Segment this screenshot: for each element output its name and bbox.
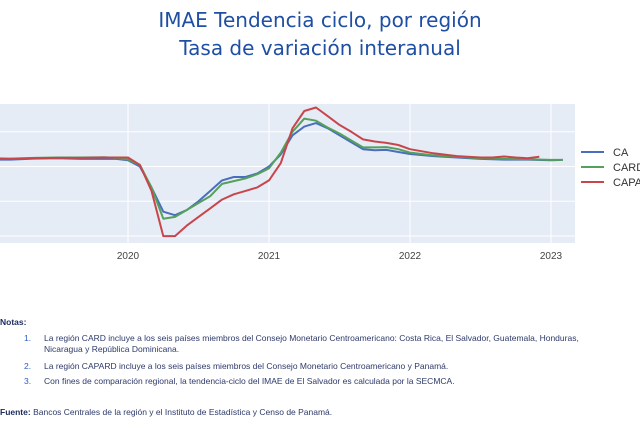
plot-background — [0, 104, 575, 243]
x-tick-label: 2020 — [117, 251, 140, 262]
note-text: La región CAPARD incluye a los seis país… — [44, 361, 449, 371]
chart-title: IMAE Tendencia ciclo, por región — [158, 8, 482, 32]
note-text: Con fines de comparación regional, la te… — [44, 376, 455, 386]
x-tick-label: 2021 — [258, 251, 281, 262]
gridlines — [0, 104, 575, 243]
source-label: Fuente: — [0, 407, 31, 417]
note-number: 3. — [24, 376, 32, 386]
series-layer — [0, 106, 563, 238]
note-text: La región CARD incluye a los seis países… — [44, 333, 579, 354]
x-axis: 2020 2021 2022 2023 — [117, 251, 563, 262]
legend-label: CA — [613, 147, 629, 159]
legend: CA CARD CAPARD — [581, 147, 640, 189]
legend-label: CAPARD — [613, 177, 640, 189]
source-text: Bancos Centrales de la región y el Insti… — [30, 407, 333, 417]
series-line-capard — [0, 106, 540, 238]
legend-label: CARD — [613, 162, 640, 174]
chart-subtitle: Tasa de variación interanual — [179, 36, 461, 60]
line-chart: 2020 2021 2022 2023 CA CARD CAPARD — [0, 104, 640, 262]
x-tick-label: 2022 — [399, 251, 422, 262]
source-line: Fuente: Bancos Centrales de la región y … — [0, 407, 332, 417]
note-number: 1. — [24, 333, 32, 343]
notes-header: Notas: — [0, 317, 27, 327]
x-tick-label: 2023 — [540, 251, 563, 262]
note-number: 2. — [24, 361, 32, 371]
